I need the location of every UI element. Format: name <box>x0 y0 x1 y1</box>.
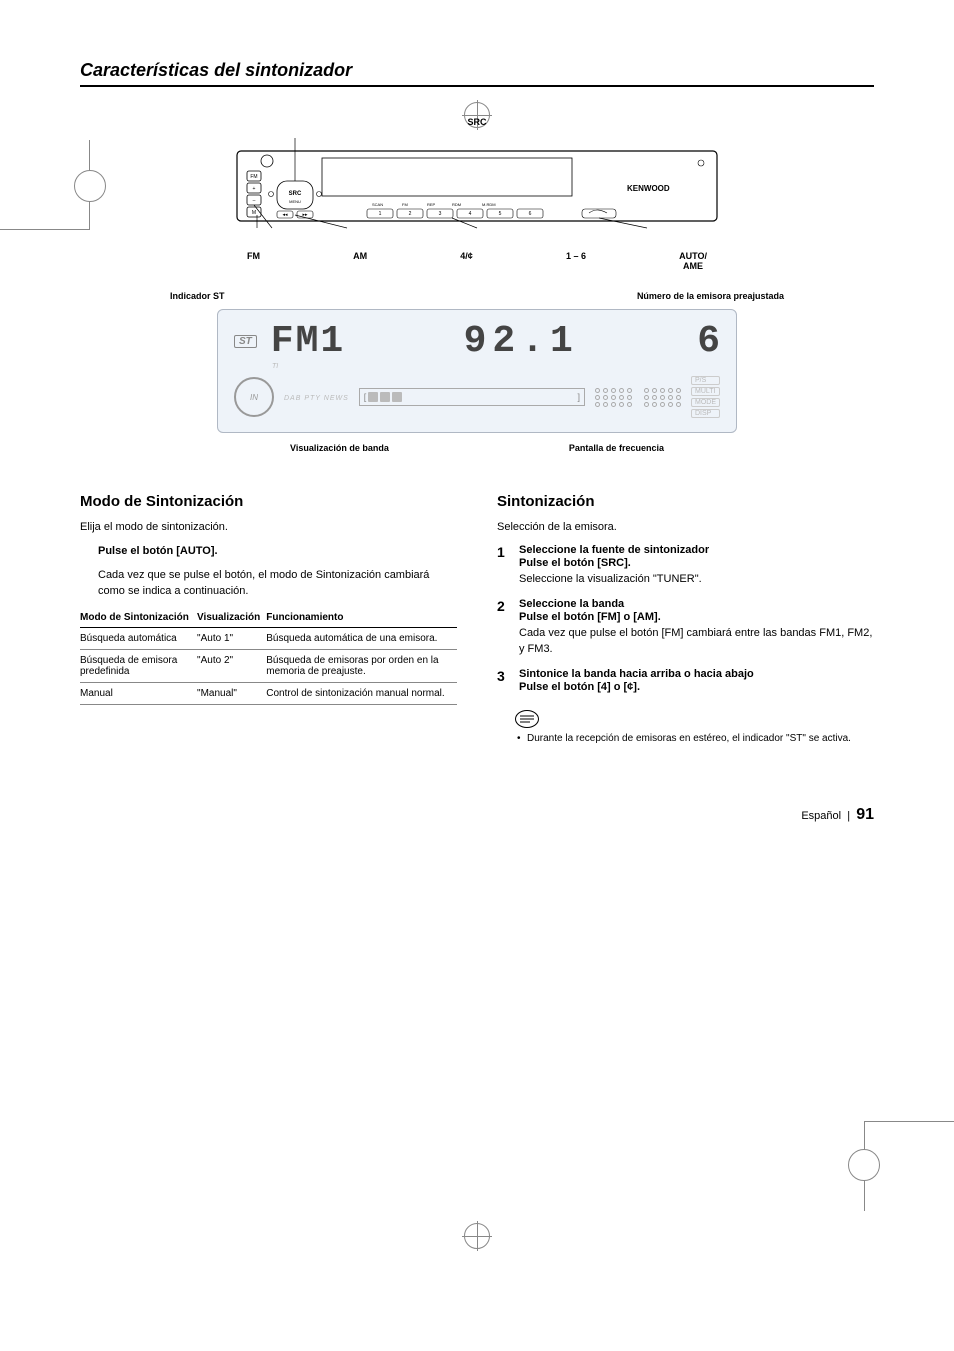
ps-badge: P/S <box>691 376 720 385</box>
table-header: Visualización <box>197 608 266 628</box>
badge-column: P/S MULTI MODE DISP <box>691 376 720 418</box>
svg-text:RDM: RDM <box>452 202 461 207</box>
table-cell: Búsqueda de emisoras por orden en la mem… <box>266 649 457 682</box>
step-1: 1 Seleccione la fuente de sintonizador P… <box>497 544 874 588</box>
tiny-label: DAB PTY NEWS <box>284 395 349 402</box>
mode-table: Modo de Sintonización Visualización Func… <box>80 608 457 705</box>
callout-band-display: Visualización de banda <box>290 443 389 453</box>
lang-label: Español <box>801 810 841 822</box>
mode-instruction-body: Cada vez que se pulse el botón, el modo … <box>98 568 457 600</box>
content-columns: Modo de Sintonización Elija el modo de s… <box>80 493 874 746</box>
multi-badge: MULTI <box>691 387 720 396</box>
svg-text:–: – <box>253 198 256 204</box>
table-cell: "Auto 2" <box>197 649 266 682</box>
table-row: Búsqueda de emisora predefinida "Auto 2"… <box>80 649 457 682</box>
page-footer: Español | 91 <box>80 806 874 824</box>
step-bold: Pulse el botón [4] o [¢]. <box>519 680 874 696</box>
dial-icon: IN <box>234 377 274 417</box>
svg-text:FM: FM <box>250 174 257 180</box>
svg-text:M.RDM: M.RDM <box>482 202 496 207</box>
table-cell: Búsqueda automática de una emisora. <box>266 627 457 649</box>
st-indicator-icon: ST <box>234 335 257 348</box>
step-2: 2 Seleccione la banda Pulse el botón [FM… <box>497 598 874 658</box>
presets-label: 1 – 6 <box>566 251 586 271</box>
band-display: FM1 <box>271 320 345 363</box>
table-row: Búsqueda automática "Auto 1" Búsqueda au… <box>80 627 457 649</box>
step-bold: Pulse el botón [FM] o [AM]. <box>519 610 874 626</box>
table-row: Manual "Manual" Control de sintonización… <box>80 682 457 704</box>
src-label: SRC <box>227 117 727 127</box>
preset-number-display: 6 <box>697 320 720 363</box>
svg-text:FM: FM <box>402 202 408 207</box>
tuning-heading: Sintonización <box>497 493 874 510</box>
svg-text:KENWOOD: KENWOOD <box>627 184 670 193</box>
crop-circle <box>848 1149 880 1181</box>
crop-circle <box>74 170 106 202</box>
indicator-dots <box>595 388 681 407</box>
display-top-callouts: Indicador ST Número de la emisora preaju… <box>170 291 784 301</box>
step-text: Seleccione la visualización "TUNER". <box>519 572 874 588</box>
skip-label: 4/¢ <box>460 251 473 271</box>
svg-text:SCAN: SCAN <box>372 202 383 207</box>
diagram-area: SRC FM + – M SRC MENU ◂◂ ▸▸ S <box>80 117 874 453</box>
step-title: Seleccione la banda <box>519 598 874 610</box>
step-bold: Pulse el botón [SRC]. <box>519 556 874 572</box>
mode-intro: Elija el modo de sintonización. <box>80 520 457 536</box>
disp-badge: DISP <box>691 409 720 418</box>
svg-text:5: 5 <box>499 211 502 217</box>
svg-text:◂◂: ◂◂ <box>282 212 288 218</box>
svg-text:MENU: MENU <box>289 199 301 204</box>
svg-text:+: + <box>253 186 256 192</box>
svg-text:6: 6 <box>529 211 532 217</box>
note-item: Durante la recepción de emisoras en esté… <box>527 732 874 746</box>
table-header: Funcionamiento <box>266 608 457 628</box>
left-column: Modo de Sintonización Elija el modo de s… <box>80 493 457 746</box>
register-mark <box>462 1221 492 1251</box>
am-label: AM <box>353 251 367 271</box>
page-number: 91 <box>856 806 874 823</box>
note-list: Durante la recepción de emisoras en esté… <box>497 732 874 746</box>
table-cell: Control de sintonización manual normal. <box>266 682 457 704</box>
svg-text:1: 1 <box>379 211 382 217</box>
unit-bottom-labels: FM AM 4/¢ 1 – 6 AUTO/ AME <box>227 251 727 271</box>
step-3: 3 Sintonice la banda hacia arriba o haci… <box>497 668 874 696</box>
callout-st-indicator: Indicador ST <box>170 291 225 301</box>
svg-text:3: 3 <box>439 211 442 217</box>
callout-frequency-display: Pantalla de frecuencia <box>569 443 664 453</box>
step-number: 3 <box>497 668 511 696</box>
mode-instruction-bold: Pulse el botón [AUTO]. <box>98 544 457 560</box>
right-column: Sintonización Selección de la emisora. 1… <box>497 493 874 746</box>
step-number: 1 <box>497 544 511 588</box>
radio-unit-svg: FM + – M SRC MENU ◂◂ ▸▸ SCAN FM REP RDM … <box>227 133 727 243</box>
table-cell: Manual <box>80 682 197 704</box>
mode-heading: Modo de Sintonización <box>80 493 457 510</box>
tuning-intro: Selección de la emisora. <box>497 520 874 536</box>
svg-text:SRC: SRC <box>289 191 302 197</box>
table-cell: "Auto 1" <box>197 627 266 649</box>
table-cell: Búsqueda automática <box>80 627 197 649</box>
frequency-display: 92.1 <box>359 320 683 363</box>
svg-text:M: M <box>252 210 256 216</box>
progress-bar: [ ] <box>359 388 585 406</box>
auto-ame-label: AUTO/ AME <box>679 251 707 271</box>
fm-label: FM <box>247 251 260 271</box>
step-text: Cada vez que pulse el botón [FM] cambiar… <box>519 626 874 658</box>
display-tiny-label: TI <box>234 363 720 370</box>
step-number: 2 <box>497 598 511 658</box>
svg-text:REP: REP <box>427 202 436 207</box>
svg-text:4: 4 <box>469 211 472 217</box>
table-header: Modo de Sintonización <box>80 608 197 628</box>
callout-preset-number: Número de la emisora preajustada <box>637 291 784 301</box>
table-cell: Búsqueda de emisora predefinida <box>80 649 197 682</box>
display-panel: ST FM1 92.1 6 TI IN DAB PTY NEWS [ ] <box>217 309 737 433</box>
mode-badge: MODE <box>691 398 720 407</box>
table-cell: "Manual" <box>197 682 266 704</box>
svg-text:2: 2 <box>409 211 412 217</box>
step-title: Seleccione la fuente de sintonizador <box>519 544 874 556</box>
step-title: Sintonice la banda hacia arriba o hacia … <box>519 668 874 680</box>
display-bottom-callouts: Visualización de banda Pantalla de frecu… <box>200 443 754 453</box>
radio-unit-diagram: SRC FM + – M SRC MENU ◂◂ ▸▸ S <box>227 117 727 271</box>
note-icon <box>515 710 539 728</box>
page-title: Características del sintonizador <box>80 60 874 87</box>
